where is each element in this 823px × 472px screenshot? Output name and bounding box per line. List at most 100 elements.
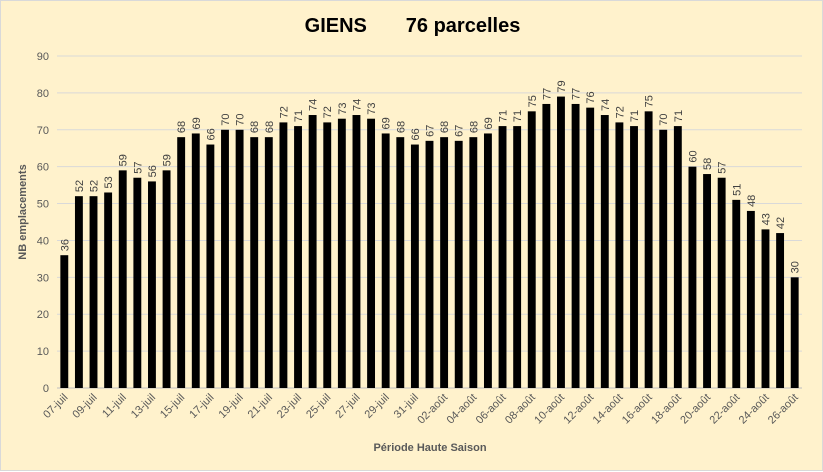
data-label: 68 xyxy=(468,121,480,133)
y-tick-label: 30 xyxy=(37,272,49,284)
bar xyxy=(191,133,200,388)
x-tick-label: 24-août xyxy=(737,392,772,427)
bar xyxy=(235,129,244,388)
bar xyxy=(410,144,419,388)
bar xyxy=(118,170,127,388)
y-tick-label: 50 xyxy=(37,199,49,211)
data-label: 74 xyxy=(351,99,363,111)
y-tick-label: 40 xyxy=(37,235,49,247)
data-label: 71 xyxy=(629,110,641,122)
bar xyxy=(177,137,186,388)
bar xyxy=(148,181,156,388)
data-label: 53 xyxy=(103,176,115,188)
bar xyxy=(586,107,595,389)
x-tick-label: 04-août xyxy=(445,392,480,427)
data-label: 69 xyxy=(483,117,495,129)
bar xyxy=(483,133,492,388)
x-tick-label: 10-août xyxy=(532,392,567,427)
bar xyxy=(206,144,215,388)
bar xyxy=(162,170,171,388)
bar xyxy=(498,126,507,388)
data-label: 71 xyxy=(512,110,524,122)
data-label: 52 xyxy=(89,180,101,192)
data-label: 57 xyxy=(717,161,729,173)
x-tick-label: 11-juil xyxy=(100,392,129,421)
data-label: 67 xyxy=(425,125,437,137)
y-tick-label: 10 xyxy=(37,346,49,358)
data-label: 68 xyxy=(395,121,407,133)
bar xyxy=(396,137,405,388)
data-label: 66 xyxy=(410,128,422,140)
x-tick-label: 09-juil xyxy=(70,392,99,421)
bar xyxy=(717,177,726,388)
bar xyxy=(542,103,551,388)
y-tick-label: 60 xyxy=(37,162,49,174)
bar xyxy=(600,115,609,389)
y-tick-label: 70 xyxy=(37,125,49,137)
bar xyxy=(659,129,668,388)
data-label: 73 xyxy=(337,102,349,114)
bar xyxy=(644,111,653,388)
bar xyxy=(776,233,785,388)
data-label: 66 xyxy=(205,128,217,140)
bar xyxy=(790,277,799,388)
data-label: 71 xyxy=(293,110,305,122)
data-label: 75 xyxy=(644,95,656,107)
data-label: 68 xyxy=(264,121,276,133)
data-label: 68 xyxy=(439,121,451,133)
x-tick-label: 15-juil xyxy=(158,392,187,421)
data-label: 76 xyxy=(585,91,597,103)
x-tick-label: 27-juil xyxy=(333,392,362,421)
data-label: 68 xyxy=(249,121,261,133)
bar xyxy=(133,177,142,388)
data-label: 70 xyxy=(658,114,670,126)
x-tick-label: 25-juil xyxy=(304,392,333,421)
bar xyxy=(381,133,390,388)
bar xyxy=(746,210,755,388)
bar xyxy=(557,96,565,389)
x-tick-label: 13-juil xyxy=(129,392,158,421)
data-label: 57 xyxy=(132,161,144,173)
data-label: 72 xyxy=(322,106,334,118)
data-label: 73 xyxy=(366,102,378,114)
x-tick-label: 20-août xyxy=(678,392,713,427)
bar xyxy=(60,255,69,388)
x-tick-label: 14-août xyxy=(591,392,626,427)
x-axis-ticks: 07-juil 09-juil 11-juil 13-juil 15-juil 17-ju… xyxy=(41,392,801,427)
chart-title: GIENS 76 parcelles xyxy=(304,15,521,37)
bar xyxy=(104,192,113,388)
data-label: 77 xyxy=(541,88,553,100)
data-label: 69 xyxy=(381,117,393,129)
x-tick-label: 21-juil xyxy=(246,392,275,421)
bar xyxy=(440,137,449,388)
data-label: 77 xyxy=(571,88,583,100)
y-axis-ticks: 0 10 20 30 40 50 60 70 80 90 xyxy=(37,51,49,395)
x-tick-label: 07-juil xyxy=(41,392,70,421)
y-axis-title: NB emplacements xyxy=(17,164,29,259)
bar xyxy=(425,140,434,388)
bar xyxy=(527,111,536,388)
data-label: 74 xyxy=(600,99,612,111)
bar xyxy=(264,137,273,388)
x-tick-label: 22-août xyxy=(708,392,743,427)
y-tick-label: 0 xyxy=(43,383,49,395)
y-tick-label: 90 xyxy=(37,51,49,63)
data-label: 71 xyxy=(673,110,685,122)
x-tick-label: 08-août xyxy=(503,392,538,427)
bar xyxy=(89,196,98,388)
bar xyxy=(454,140,463,388)
data-label: 60 xyxy=(687,150,699,162)
data-label: 67 xyxy=(454,125,466,137)
x-tick-label: 17-juil xyxy=(187,392,216,421)
data-label: 51 xyxy=(731,184,743,196)
x-tick-label: 16-août xyxy=(620,392,655,427)
bar xyxy=(367,118,376,388)
data-label: 70 xyxy=(235,114,247,126)
bar xyxy=(615,122,624,389)
bar xyxy=(673,126,682,388)
bar xyxy=(74,196,83,388)
bar xyxy=(513,126,522,388)
data-label: 43 xyxy=(760,213,772,225)
